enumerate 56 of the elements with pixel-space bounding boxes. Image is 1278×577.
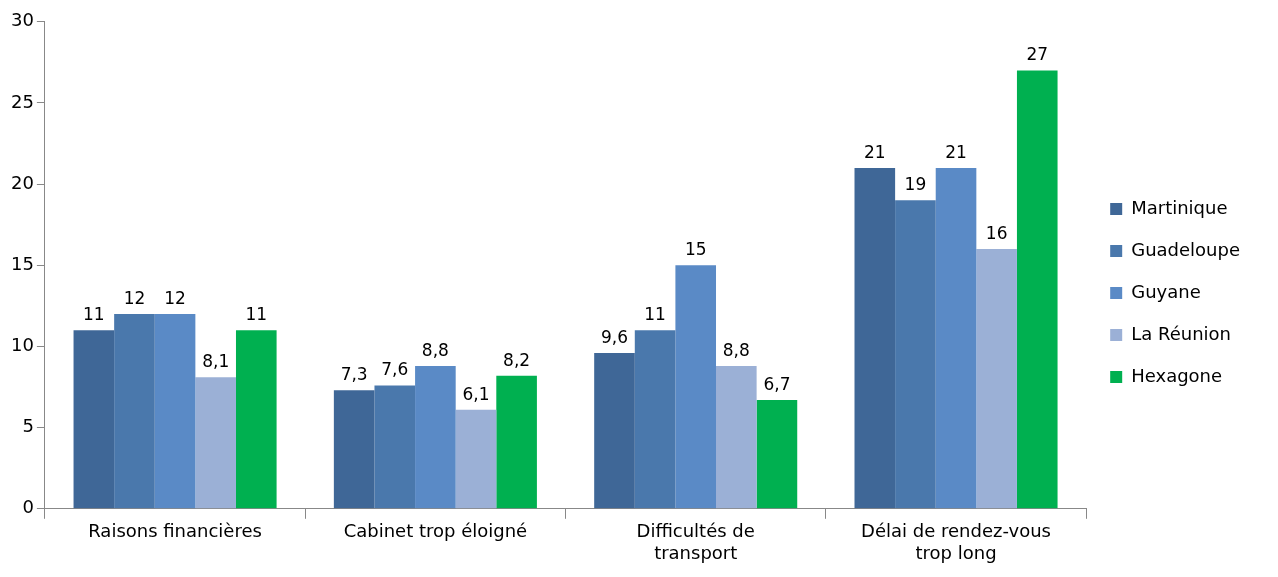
- bar: [895, 200, 936, 509]
- bar: [73, 330, 115, 509]
- data-label: 21: [863, 141, 886, 162]
- data-label: 8,1: [202, 351, 230, 372]
- data-label: 19: [904, 174, 927, 195]
- legend-label: Guadeloupe: [1131, 238, 1240, 260]
- x-tick-label: Cabinet trop éloigné: [343, 520, 528, 542]
- bar: [594, 352, 635, 509]
- data-label: 11: [644, 304, 666, 325]
- data-label: 27: [1026, 44, 1049, 65]
- bar: [716, 365, 757, 509]
- bar: [634, 330, 676, 509]
- bar: [976, 249, 1017, 509]
- bar: [154, 314, 196, 509]
- x-tick-label: Délai de rendez-vous trop long: [861, 520, 1051, 563]
- data-label: 7,6: [381, 359, 409, 380]
- data-label: 9,6: [600, 326, 629, 347]
- y-tick-label: 20: [11, 171, 34, 193]
- bar: [114, 314, 155, 509]
- data-label: 21: [945, 141, 967, 162]
- data-label: 8,8: [722, 339, 750, 360]
- data-label: 6,1: [462, 383, 490, 404]
- data-label: 12: [123, 287, 146, 308]
- bar: [496, 375, 537, 509]
- bar: [415, 365, 456, 509]
- bar: [455, 409, 497, 509]
- y-tick-label: 30: [11, 9, 34, 31]
- bar: [854, 167, 896, 509]
- data-label: 8,8: [421, 339, 449, 360]
- legend-label: Guyane: [1131, 280, 1201, 302]
- data-label: 15: [684, 239, 707, 260]
- data-label: 11: [83, 304, 105, 325]
- data-label: 11: [245, 304, 268, 325]
- bar: [333, 390, 375, 509]
- bar: [195, 377, 236, 509]
- legend-label: Martinique: [1131, 196, 1228, 218]
- bar: [675, 265, 717, 509]
- y-tick-label: 0: [22, 496, 34, 518]
- data-label: 6,7: [763, 373, 791, 394]
- y-tick-label: 15: [11, 252, 34, 274]
- bar: [935, 167, 977, 509]
- legend-label: Hexagone: [1131, 364, 1223, 386]
- bar: [756, 400, 798, 509]
- x-tick-label: Raisons financières: [88, 520, 262, 542]
- y-tick-label: 25: [11, 90, 34, 112]
- data-label: 7,3: [340, 364, 368, 385]
- data-label: 12: [164, 287, 186, 308]
- y-tick-label: 10: [11, 334, 34, 356]
- data-label: 16: [985, 222, 1008, 243]
- x-tick-label: Difficultés de transport: [636, 520, 755, 563]
- y-tick-label: 5: [22, 415, 34, 437]
- bar: [374, 385, 416, 509]
- bar: [1016, 70, 1058, 509]
- legend-label: La Réunion: [1131, 322, 1231, 344]
- bar: [235, 330, 277, 509]
- data-label: 8,2: [503, 349, 531, 370]
